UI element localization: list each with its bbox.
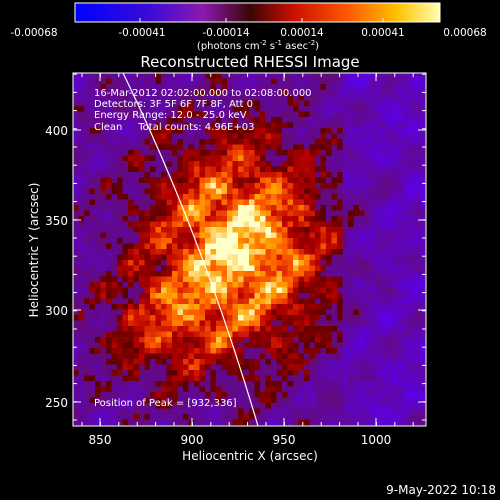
x-tick-label-950: 950 [273,433,296,447]
colorbar-ticks [74,18,441,22]
solar-limb-line [122,73,259,426]
axis-ticks [73,73,426,426]
timestamp: 9-May-2022 10:18 [386,483,496,497]
colorbar [74,2,441,23]
colorbar-tick-label-0: -0.00068 [10,27,57,39]
x-axis-label: Heliocentric X (arcsec) [182,449,318,463]
x-tick-label-850: 850 [89,433,112,447]
y-tick-label-250: 250 [45,396,68,410]
colorbar-tick-label-2: -0.00014 [202,27,250,39]
y-axis-label: Heliocentric Y (arcsec) [27,183,41,318]
y-tick-label-350: 350 [45,214,68,228]
y-tick-label-300: 300 [45,304,68,318]
annotation-time-range: 16-Mar-2012 02:02:00.000 to 02:08:00.000 [94,88,312,99]
colorbar-tick-label-5: 0.00068 [443,27,486,39]
colorbar-tick-label-1: -0.00041 [118,27,165,39]
annotation-detectors: Detectors: 3F 5F 6F 7F 8F, Att 0 [94,99,253,110]
plot-title: Reconstructed RHESSI Image [140,53,359,71]
colorbar-unit-label: (photons cm-2 s-1 asec-2) [197,39,319,52]
plot-frame [72,72,427,427]
annotation-energy-range: Energy Range: 12.0 - 25.0 keV [94,110,247,121]
annotation-peak-position: Position of Peak = [932,336] [94,398,237,409]
annotation-counts: Clean Total counts: 4.96E+03 [94,122,254,133]
rhessi-image [73,73,426,426]
colorbar-tick-label-4: 0.00041 [361,27,404,39]
x-tick-label-1000: 1000 [361,433,392,447]
y-tick-label-400: 400 [45,124,68,138]
colorbar-tick-label-3: 0.00014 [280,27,324,39]
x-tick-label-900: 900 [181,433,204,447]
